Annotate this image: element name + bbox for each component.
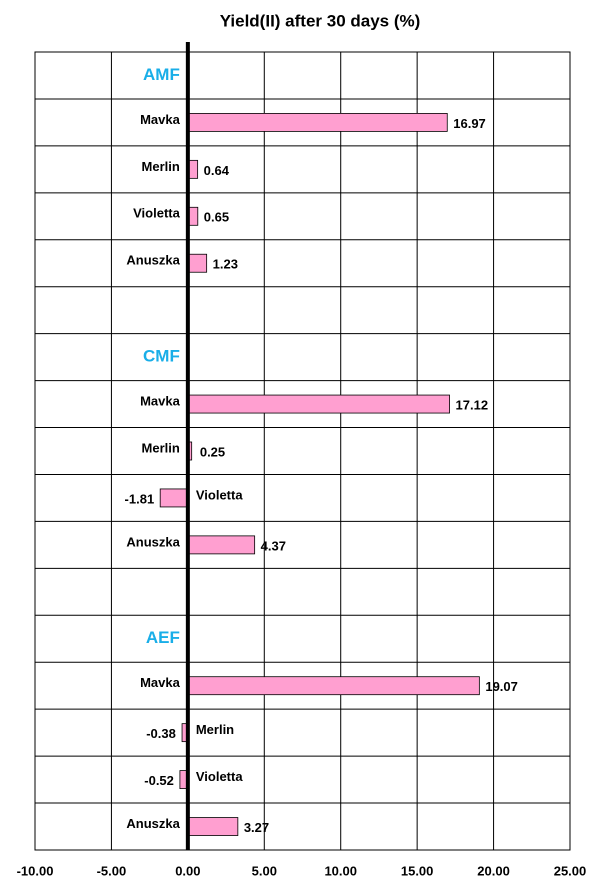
value-label: -1.81 bbox=[125, 491, 155, 506]
value-label: 0.25 bbox=[200, 444, 225, 459]
category-label: Merlin bbox=[142, 159, 180, 174]
category-label: Anuszka bbox=[126, 816, 180, 831]
category-label: Mavka bbox=[140, 112, 181, 127]
bar bbox=[187, 394, 450, 414]
value-label: 0.64 bbox=[204, 163, 230, 178]
x-tick-label: -5.00 bbox=[97, 863, 127, 878]
category-label: Violetta bbox=[133, 206, 180, 221]
x-tick-label: 5.00 bbox=[252, 863, 277, 878]
group-label: AMF bbox=[143, 65, 180, 84]
group-label: AEF bbox=[146, 628, 180, 647]
value-label: 0.65 bbox=[204, 210, 229, 225]
category-label: Mavka bbox=[140, 675, 181, 690]
x-tick-label: 10.00 bbox=[324, 863, 357, 878]
category-label: Anuszka bbox=[126, 253, 180, 268]
x-tick-label: -10.00 bbox=[17, 863, 54, 878]
category-label: Merlin bbox=[142, 440, 180, 455]
category-label: Mavka bbox=[140, 393, 181, 408]
x-tick-label: 20.00 bbox=[477, 863, 510, 878]
category-label: Merlin bbox=[196, 722, 234, 737]
value-label: 4.37 bbox=[261, 538, 286, 553]
x-tick-label: 0.00 bbox=[175, 863, 200, 878]
bar bbox=[187, 817, 239, 836]
group-label: CMF bbox=[143, 347, 180, 366]
bar bbox=[187, 113, 448, 132]
category-label: Anuszka bbox=[126, 534, 180, 549]
value-label: 3.27 bbox=[244, 820, 269, 835]
value-label: -0.38 bbox=[146, 726, 176, 741]
value-label: 16.97 bbox=[453, 116, 486, 131]
bar bbox=[187, 535, 256, 555]
bar bbox=[187, 676, 480, 696]
plot-frame bbox=[34, 51, 571, 851]
bar bbox=[159, 488, 189, 508]
category-label: Violetta bbox=[196, 487, 243, 502]
chart-title: Yield(II) after 30 days (%) bbox=[220, 11, 421, 30]
value-label: 19.07 bbox=[485, 679, 518, 694]
value-label: -0.52 bbox=[144, 773, 174, 788]
x-tick-label: 25.00 bbox=[554, 863, 587, 878]
value-label: 1.23 bbox=[213, 257, 238, 272]
bar bbox=[187, 253, 208, 273]
category-label: Violetta bbox=[196, 769, 243, 784]
value-label: 17.12 bbox=[456, 397, 489, 412]
x-tick-label: 15.00 bbox=[401, 863, 434, 878]
